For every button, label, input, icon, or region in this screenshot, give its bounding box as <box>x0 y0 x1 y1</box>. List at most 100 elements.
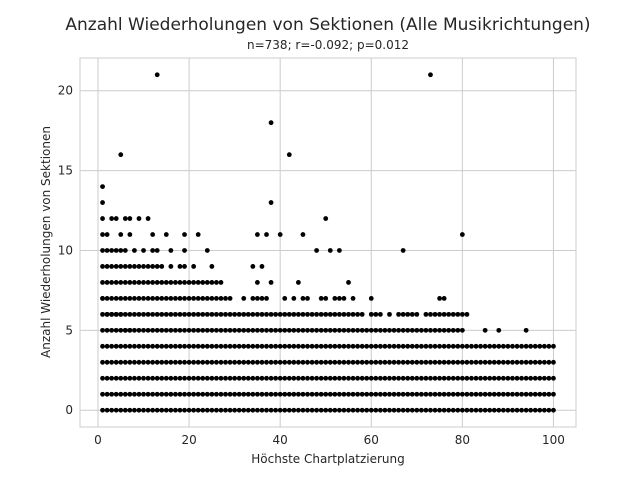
data-point <box>159 391 165 397</box>
data-point <box>109 296 115 301</box>
data-point <box>551 391 556 397</box>
data-point <box>528 407 534 413</box>
data-point <box>455 407 461 413</box>
data-point <box>469 407 474 413</box>
data-point <box>255 232 260 237</box>
data-point <box>291 359 297 365</box>
data-point <box>446 407 452 413</box>
data-point <box>113 391 119 397</box>
data-point <box>264 359 269 365</box>
data-point <box>273 343 279 349</box>
data-point <box>414 407 420 413</box>
data-point <box>368 391 374 397</box>
data-point <box>163 280 169 285</box>
data-point <box>318 343 324 349</box>
data-point <box>523 327 529 333</box>
data-point <box>268 407 274 413</box>
data-point <box>350 359 356 365</box>
data-point <box>122 359 128 365</box>
data-point <box>314 343 320 349</box>
data-point <box>109 248 115 253</box>
data-point <box>377 359 383 365</box>
data-point <box>104 311 110 317</box>
data-point <box>510 407 515 413</box>
data-point <box>323 407 329 413</box>
data-point <box>191 327 197 333</box>
data-point <box>300 343 306 349</box>
data-point <box>264 327 269 333</box>
data-point <box>418 343 424 349</box>
data-point <box>446 359 452 365</box>
data-point <box>286 152 292 158</box>
data-point <box>327 248 333 253</box>
data-point <box>346 327 351 333</box>
data-point <box>350 343 356 349</box>
data-point <box>532 343 538 349</box>
data-point <box>314 327 320 333</box>
data-point <box>405 311 411 317</box>
data-point <box>150 359 156 365</box>
data-point <box>245 327 251 333</box>
data-point <box>309 407 315 413</box>
data-point <box>159 359 165 365</box>
plot-frame <box>79 57 577 428</box>
data-point <box>305 391 310 397</box>
data-point <box>127 216 133 221</box>
data-point <box>223 311 228 317</box>
data-point <box>100 311 105 317</box>
data-point <box>400 391 406 397</box>
data-point <box>223 391 228 397</box>
data-point <box>136 264 142 269</box>
data-point <box>459 407 465 413</box>
data-point <box>323 375 329 381</box>
y-tick-label: 0 <box>65 403 73 417</box>
data-point <box>277 375 283 381</box>
data-point <box>441 343 447 349</box>
data-point <box>264 391 269 397</box>
data-point <box>373 343 379 349</box>
data-point <box>282 359 288 365</box>
data-point <box>223 407 228 413</box>
data-point <box>277 327 283 333</box>
data-point <box>282 391 288 397</box>
data-point <box>113 216 119 221</box>
data-point <box>332 343 338 349</box>
data-point <box>154 72 160 78</box>
data-point <box>141 327 146 333</box>
data-point <box>327 359 333 365</box>
data-point <box>528 359 534 365</box>
data-point <box>204 343 210 349</box>
data-point <box>368 327 374 333</box>
data-point <box>523 391 529 397</box>
data-point <box>259 359 265 365</box>
data-point <box>250 327 256 333</box>
data-point <box>377 343 383 349</box>
data-point <box>200 343 206 349</box>
data-point <box>537 391 543 397</box>
data-point <box>346 311 351 317</box>
data-point <box>309 375 315 381</box>
data-point <box>551 343 556 349</box>
data-point <box>336 248 342 253</box>
data-point <box>182 264 187 269</box>
data-point <box>387 407 392 413</box>
data-point <box>437 375 442 381</box>
data-point <box>455 343 461 349</box>
data-point <box>446 311 452 317</box>
grid-lines <box>80 58 576 427</box>
data-point <box>336 327 342 333</box>
data-point <box>250 375 256 381</box>
data-point <box>332 359 338 365</box>
data-point <box>214 280 219 285</box>
data-point <box>145 343 151 349</box>
data-point <box>505 343 511 349</box>
data-point <box>236 311 242 317</box>
data-point <box>350 375 356 381</box>
data-point <box>136 216 142 221</box>
data-point <box>286 375 292 381</box>
data-point <box>487 359 493 365</box>
data-point <box>268 200 274 205</box>
data-point <box>214 391 219 397</box>
data-point <box>295 407 301 413</box>
data-point <box>154 327 160 333</box>
